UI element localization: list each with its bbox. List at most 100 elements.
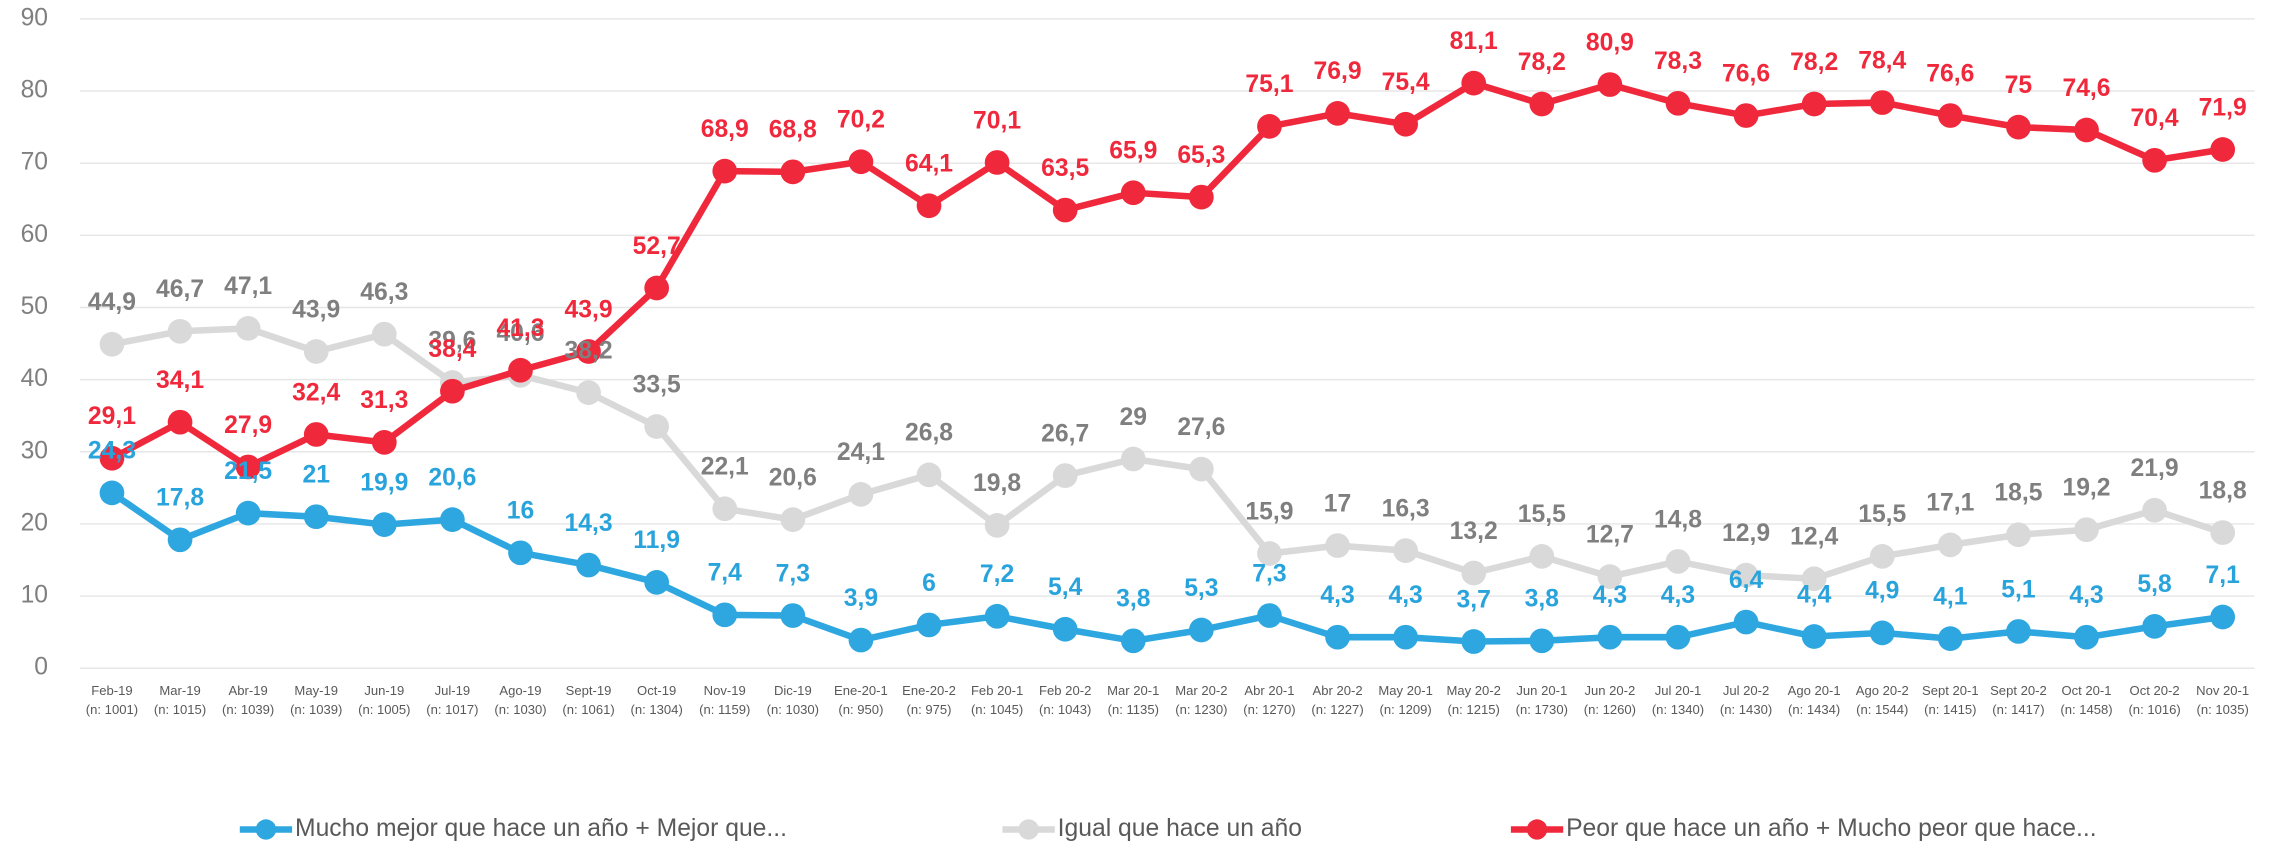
data-label: 7,3 bbox=[1252, 560, 1286, 587]
point bbox=[984, 513, 1010, 538]
point bbox=[1325, 533, 1350, 558]
x-tick-note: (n: 1039) bbox=[290, 702, 342, 717]
x-tick-label: Sept 20-1 bbox=[1922, 683, 1979, 698]
data-label: 3,8 bbox=[1525, 586, 1559, 613]
point bbox=[235, 454, 261, 480]
point bbox=[2074, 117, 2099, 143]
x-tick-label: Mar 20-1 bbox=[1107, 683, 1159, 698]
x-tick-note: (n: 1730) bbox=[1516, 702, 1568, 717]
point bbox=[1869, 620, 1895, 646]
point bbox=[2142, 147, 2167, 173]
data-label: 26,7 bbox=[1041, 420, 1089, 447]
point bbox=[1733, 609, 1759, 635]
point bbox=[1801, 624, 1827, 649]
data-label: 15,9 bbox=[1245, 498, 1293, 525]
data-label: 81,1 bbox=[1450, 28, 1498, 55]
x-tick-label: Jul 20-1 bbox=[1655, 683, 1701, 698]
x-tick-note: (n: 1135) bbox=[1108, 702, 1159, 717]
data-label: 76,6 bbox=[1926, 60, 1974, 87]
data-label: 65,9 bbox=[1109, 138, 1157, 165]
data-label: 27,6 bbox=[1177, 414, 1225, 441]
point bbox=[303, 422, 329, 447]
point bbox=[1257, 541, 1282, 566]
data-label: 5,3 bbox=[1184, 575, 1218, 602]
x-tick-label: Ene-20-2 bbox=[902, 683, 956, 698]
x-tick-label: Ago-19 bbox=[499, 683, 541, 698]
x-tick-note: (n: 950) bbox=[838, 702, 883, 717]
point bbox=[371, 512, 397, 537]
data-label: 43,9 bbox=[292, 296, 340, 323]
x-tick-note: (n: 1001) bbox=[86, 702, 138, 717]
legend-marker bbox=[255, 819, 277, 840]
point bbox=[1120, 628, 1146, 654]
data-label: 46,7 bbox=[156, 276, 204, 303]
data-label: 63,5 bbox=[1041, 155, 1089, 182]
data-label: 76,6 bbox=[1722, 60, 1770, 87]
x-tick-label: Sept-19 bbox=[566, 683, 612, 698]
y-tick-label: 90 bbox=[21, 4, 48, 31]
data-label: 3,7 bbox=[1457, 586, 1491, 613]
point bbox=[1597, 72, 1623, 97]
x-tick-note: (n: 1159) bbox=[699, 702, 750, 717]
data-label: 20,6 bbox=[428, 464, 476, 491]
data-label: 68,9 bbox=[701, 116, 749, 143]
data-label: 20,6 bbox=[769, 464, 817, 491]
x-tick-note: (n: 975) bbox=[907, 702, 952, 717]
point bbox=[99, 331, 125, 357]
data-label: 3,8 bbox=[1116, 586, 1150, 613]
point bbox=[167, 527, 193, 553]
point bbox=[712, 496, 738, 522]
x-tick-label: Sept 20-2 bbox=[1990, 683, 2047, 698]
x-tick-label: Ene-20-1 bbox=[834, 683, 888, 698]
x-tick-note: (n: 1230) bbox=[1175, 702, 1227, 717]
point bbox=[167, 318, 193, 344]
point bbox=[99, 445, 125, 471]
point bbox=[1189, 456, 1214, 482]
data-label: 47,1 bbox=[224, 273, 272, 300]
point bbox=[848, 627, 874, 653]
point bbox=[1529, 544, 1555, 569]
x-tick-label: Mar 20-2 bbox=[1175, 683, 1227, 698]
point bbox=[1665, 549, 1691, 574]
point bbox=[2210, 137, 2236, 162]
series-line bbox=[110, 79, 2224, 471]
point bbox=[984, 150, 1010, 175]
data-label: 27,9 bbox=[224, 412, 272, 439]
data-label: 32,4 bbox=[292, 379, 340, 406]
x-tick-note: (n: 1458) bbox=[2060, 702, 2112, 717]
data-label: 4,3 bbox=[2069, 582, 2103, 609]
data-label: 5,1 bbox=[2001, 576, 2036, 603]
legend-marker bbox=[1018, 819, 1039, 840]
legend-marker bbox=[1526, 819, 1548, 840]
x-tick-note: (n: 1015) bbox=[154, 702, 206, 717]
data-label: 78,2 bbox=[1790, 49, 1838, 76]
x-tick-label: Feb 20-1 bbox=[971, 683, 1023, 698]
point bbox=[1461, 70, 1487, 96]
data-label: 19,2 bbox=[2062, 475, 2110, 502]
data-label: 7,1 bbox=[2206, 562, 2241, 589]
data-label: 16 bbox=[507, 498, 534, 525]
x-tick-note: (n: 1061) bbox=[562, 702, 614, 717]
x-tick-note: (n: 1030) bbox=[767, 702, 819, 717]
point bbox=[780, 603, 806, 628]
data-label: 13,2 bbox=[1450, 518, 1498, 545]
x-tick-label: Feb-19 bbox=[91, 683, 132, 698]
point bbox=[1393, 538, 1418, 563]
x-tick-label: Ago 20-2 bbox=[1856, 683, 1909, 698]
point bbox=[440, 507, 465, 532]
x-tick-note: (n: 1045) bbox=[971, 702, 1023, 717]
point bbox=[848, 149, 874, 175]
legend-label: Peor que hace un año + Mucho peor que ha… bbox=[1566, 815, 2096, 842]
data-label: 17,8 bbox=[156, 485, 204, 512]
point bbox=[508, 357, 533, 383]
x-tick-note: (n: 1434) bbox=[1788, 702, 1840, 717]
data-label: 18,8 bbox=[2199, 477, 2247, 504]
point bbox=[1120, 180, 1146, 206]
x-tick-label: Jun-19 bbox=[364, 683, 404, 698]
point bbox=[916, 612, 942, 638]
y-tick-label: 20 bbox=[21, 509, 48, 536]
x-tick-label: Jul-19 bbox=[435, 683, 471, 698]
point bbox=[1461, 560, 1487, 586]
data-label: 4,9 bbox=[1865, 578, 1899, 605]
legend-label: Igual que hace un año bbox=[1058, 815, 1302, 842]
